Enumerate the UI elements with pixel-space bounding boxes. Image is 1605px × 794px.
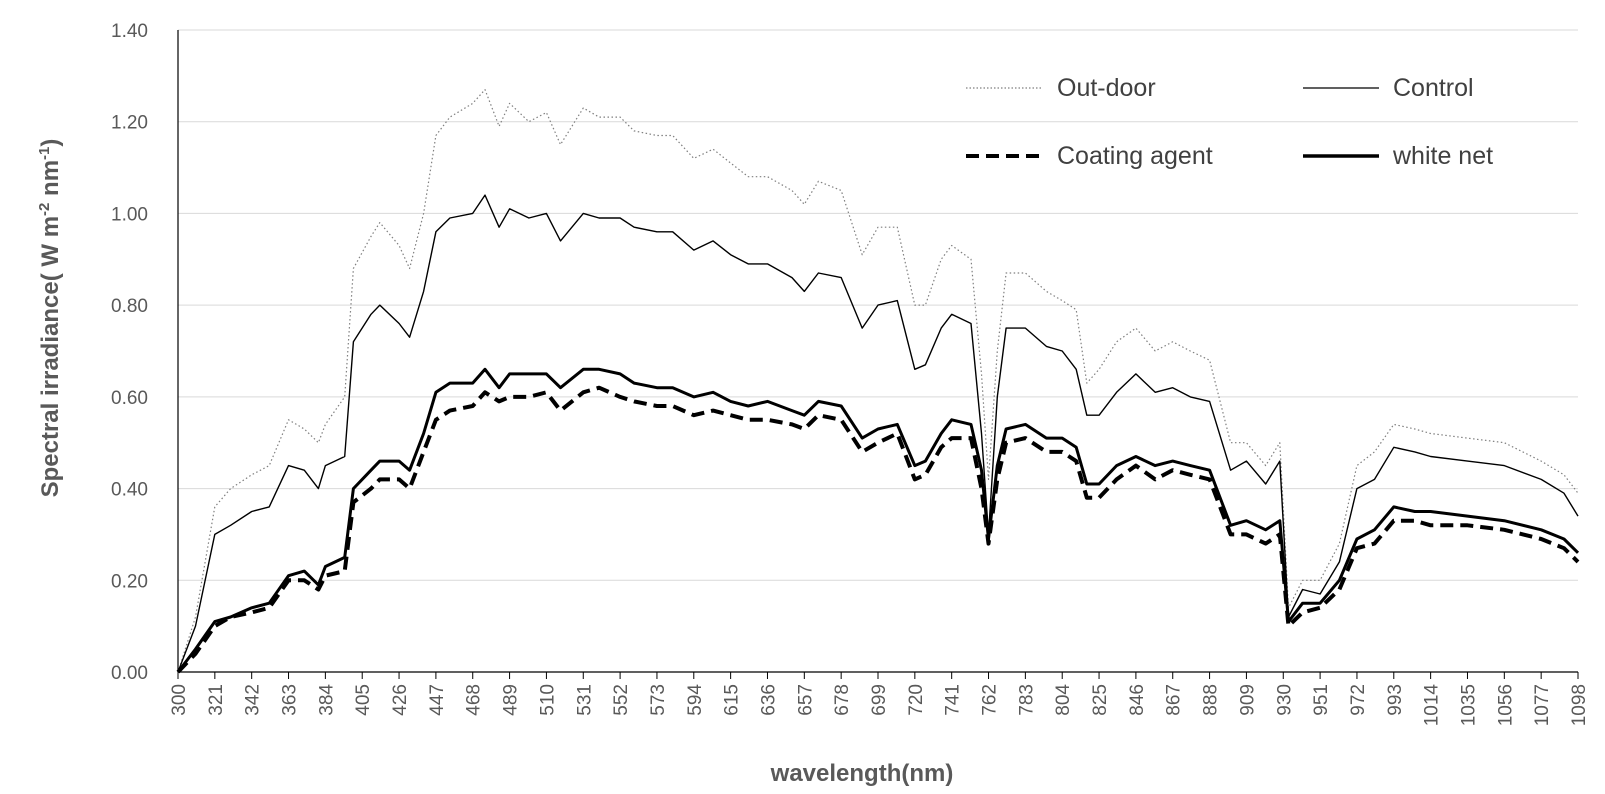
y-tick-label: 0.80 bbox=[111, 296, 148, 317]
legend-label-coating-agent: Coating agent bbox=[1057, 142, 1213, 170]
x-tick-label: 594 bbox=[685, 684, 706, 716]
x-tick-label: 636 bbox=[758, 684, 779, 716]
x-tick-label: 951 bbox=[1311, 684, 1332, 716]
legend-item-control: Control bbox=[1303, 74, 1474, 102]
gridlines bbox=[178, 29, 1578, 581]
x-tick-label: 342 bbox=[243, 684, 264, 716]
x-tick-label: 531 bbox=[574, 684, 595, 716]
x-tick-label: 846 bbox=[1127, 684, 1148, 716]
x-tick-label: 1014 bbox=[1422, 684, 1443, 727]
y-tick-label: 0.40 bbox=[111, 480, 148, 501]
x-tick-label: 552 bbox=[611, 684, 632, 716]
legend-label-control: Control bbox=[1393, 74, 1474, 102]
x-axis-title: wavelength(nm) bbox=[770, 760, 954, 787]
series-lines bbox=[176, 89, 1580, 674]
y-tick-label: 1.40 bbox=[111, 21, 148, 42]
x-tick-label: 300 bbox=[169, 684, 190, 716]
series-line-white-net bbox=[176, 367, 1580, 673]
legend: Out-door Control Coating agent white net bbox=[966, 74, 1493, 170]
x-tick-label: 1098 bbox=[1569, 684, 1590, 726]
axes bbox=[177, 30, 1578, 673]
x-tick-label: 657 bbox=[795, 684, 816, 716]
x-tick-label: 489 bbox=[501, 684, 522, 716]
x-tick-label: 762 bbox=[980, 684, 1001, 716]
legend-label-white-net: white net bbox=[1392, 142, 1493, 170]
x-tick-label: 720 bbox=[906, 684, 927, 716]
x-tick-label: 678 bbox=[832, 684, 853, 716]
x-tick-label: 699 bbox=[869, 684, 890, 716]
x-tick-labels: 300 321 342 363 384 405 426 447 468 489 510 531 552 5… bbox=[169, 672, 1590, 726]
x-tick-label: 1035 bbox=[1458, 684, 1479, 726]
x-tick-label: 363 bbox=[280, 684, 301, 716]
y-tick-label: 1.20 bbox=[111, 113, 148, 134]
y-tick-label: 0.00 bbox=[111, 663, 148, 684]
x-tick-label: 447 bbox=[427, 684, 448, 716]
x-tick-label: 783 bbox=[1016, 684, 1037, 716]
y-tick-label: 0.60 bbox=[111, 388, 148, 409]
x-tick-label: 888 bbox=[1201, 684, 1222, 716]
x-tick-label: 741 bbox=[943, 684, 964, 716]
legend-item-outdoor: Out-door bbox=[966, 74, 1156, 102]
y-tick-labels: 0.00 0.20 0.40 0.60 0.80 1.00 1.20 1.40 bbox=[111, 21, 148, 684]
x-tick-label: 930 bbox=[1274, 684, 1295, 716]
series-line-out-door bbox=[177, 89, 1579, 673]
x-tick-label: 321 bbox=[206, 684, 227, 716]
legend-label-outdoor: Out-door bbox=[1057, 74, 1156, 102]
x-tick-label: 972 bbox=[1348, 684, 1369, 716]
y-tick-label: 0.20 bbox=[111, 571, 148, 592]
x-tick-label: 573 bbox=[648, 684, 669, 716]
legend-item-coating-agent: Coating agent bbox=[966, 142, 1213, 170]
x-tick-label: 993 bbox=[1385, 684, 1406, 716]
y-tick-label: 1.00 bbox=[111, 204, 148, 225]
x-tick-label: 510 bbox=[537, 684, 558, 716]
x-tick-label: 405 bbox=[353, 684, 374, 716]
legend-item-white-net: white net bbox=[1303, 142, 1493, 170]
x-tick-label: 384 bbox=[316, 684, 337, 716]
x-tick-label: 825 bbox=[1090, 684, 1111, 716]
x-tick-label: 468 bbox=[464, 684, 485, 716]
x-tick-label: 804 bbox=[1053, 684, 1074, 716]
y-axis-title: Spectral irradiance( W m-2 nm-1) bbox=[36, 139, 64, 498]
x-tick-label: 1056 bbox=[1495, 684, 1516, 726]
series-line-control bbox=[177, 194, 1579, 673]
x-tick-label: 1077 bbox=[1532, 684, 1553, 726]
x-tick-label: 426 bbox=[390, 684, 411, 716]
x-tick-label: 909 bbox=[1237, 684, 1258, 716]
x-tick-label: 867 bbox=[1164, 684, 1185, 716]
x-tick-label: 615 bbox=[722, 684, 743, 716]
